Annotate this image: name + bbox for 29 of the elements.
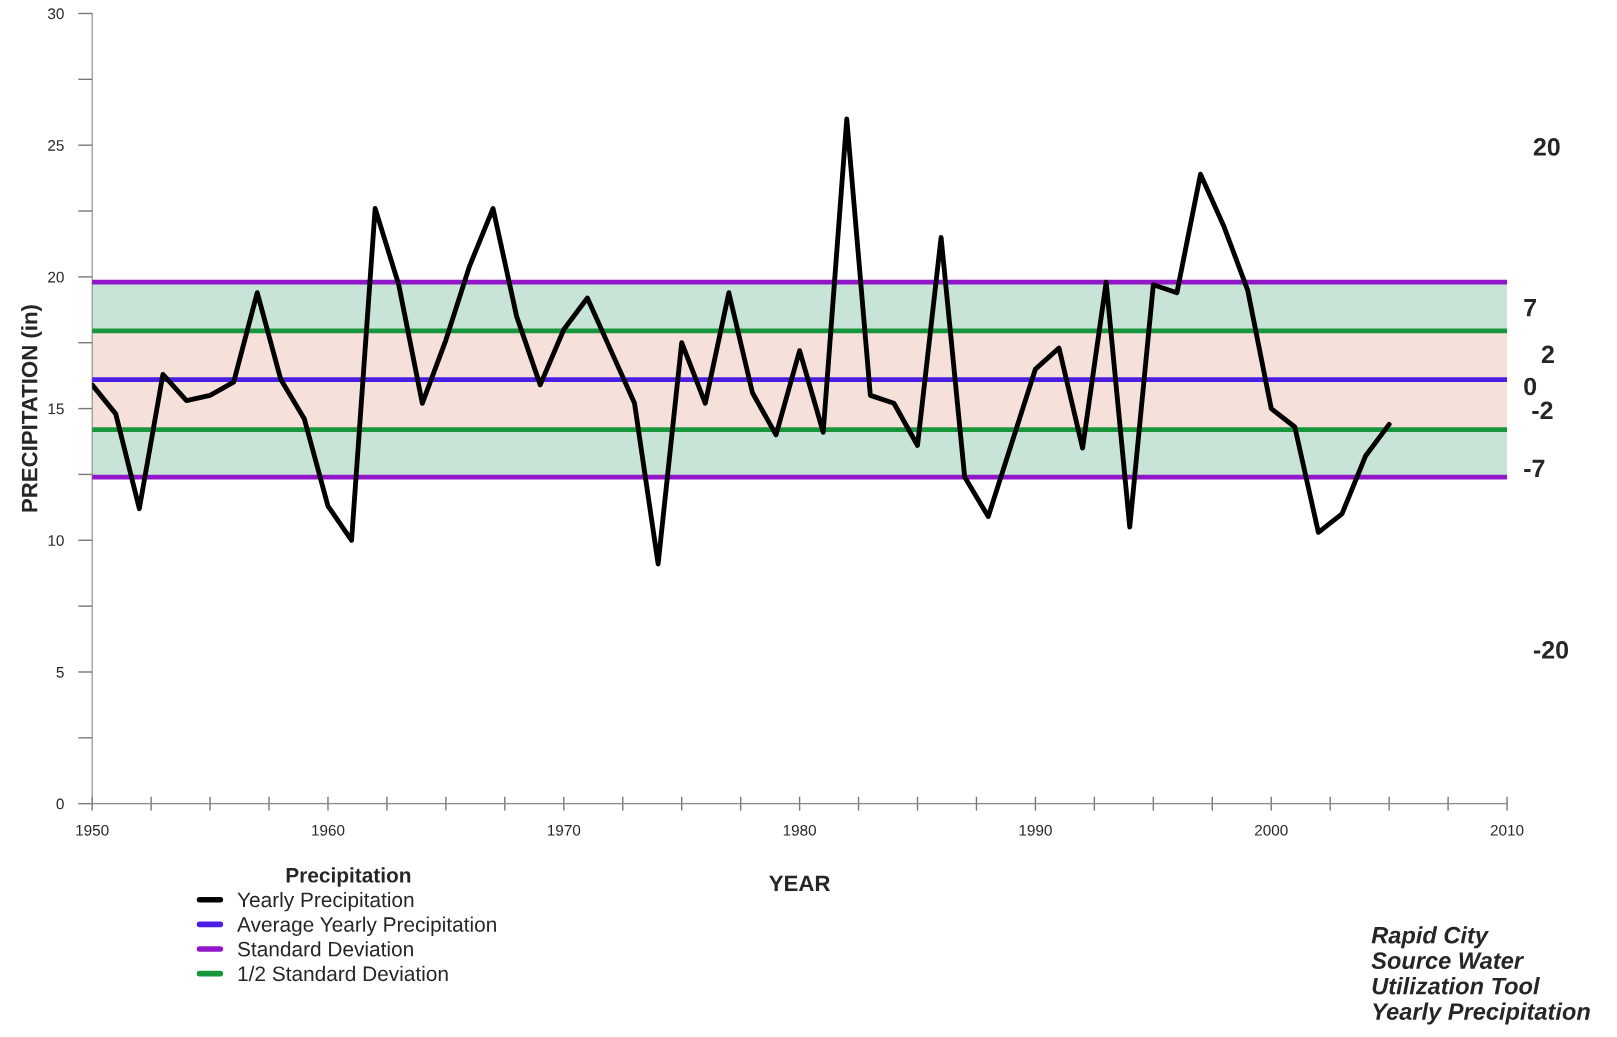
x-tick-label: 1950 — [76, 824, 109, 836]
y-tick-label: 15 — [48, 403, 64, 415]
text: 20 — [1533, 138, 1560, 156]
y-axis-title: PRECIPITATION (in) — [21, 305, 42, 512]
x-tick-label: 1990 — [1019, 824, 1052, 836]
x-tick-label: 2000 — [1255, 824, 1288, 836]
text: -2 — [1532, 401, 1553, 419]
text: -7 — [1524, 459, 1545, 478]
legend-label: Standard Deviation — [237, 941, 413, 957]
x-tick-label: 1980 — [783, 824, 816, 836]
legend-label: Yearly Precipitation — [237, 891, 414, 912]
text: 7 — [1524, 299, 1537, 317]
legend-label: Average Yearly Precipitation — [237, 916, 496, 936]
y-tick-label: 20 — [48, 271, 64, 283]
x-tick-label: 1960 — [312, 824, 345, 836]
x-tick-label: 2010 — [1490, 824, 1524, 836]
x-tick-label: 1970 — [547, 824, 581, 836]
y-tick-label: 25 — [48, 140, 64, 151]
text: Rapid City Source Water Utilization Tool Yearly Precipitation — [1371, 926, 1590, 1025]
line-series — [92, 116, 1392, 567]
text: -20 — [1533, 641, 1569, 659]
y-tick-label: 0 — [56, 798, 64, 810]
legend-title: Precipitation — [286, 867, 411, 887]
y-tick-label: 30 — [47, 8, 64, 20]
text: 2 0 — [1524, 345, 1554, 396]
legend-label: 1/2 Standard Deviation — [238, 965, 448, 982]
y-tick-label: 5 — [56, 667, 64, 678]
x-axis-title: YEAR — [769, 875, 831, 891]
y-tick-label: 10 — [48, 535, 64, 546]
